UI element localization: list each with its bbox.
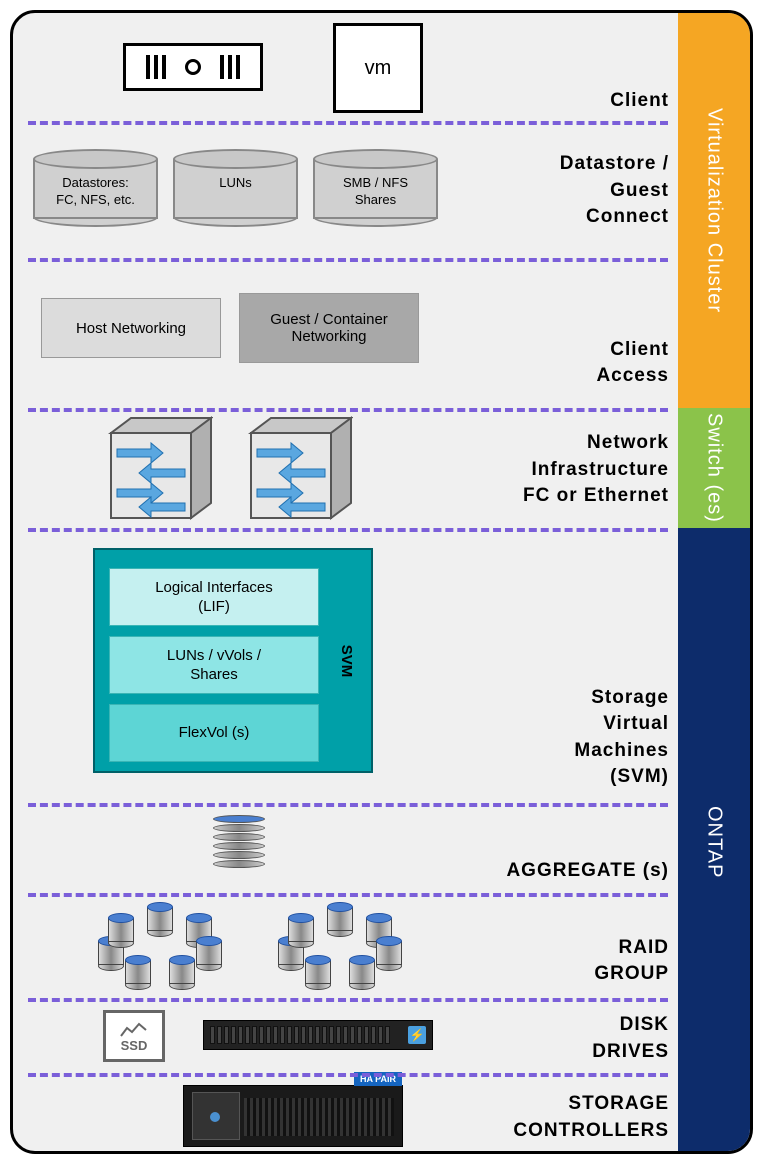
sidebar: Virtualization Cluster Switch (es) ONTAP [678, 13, 750, 1151]
ssd-icon: SSD [103, 1010, 165, 1062]
disk-icon [305, 955, 331, 987]
layer-network: Network Infrastructure FC or Ethernet [13, 408, 681, 528]
cylinder-row: Datastores:FC, NFS, etc. LUNs SMB / NFSSha… [33, 149, 438, 219]
sidebar-band: ONTAP [678, 528, 750, 1154]
svm-row: FlexVol (s) [109, 704, 319, 762]
access-boxes: Host Networking Guest / ContainerNetworki… [41, 293, 419, 363]
storage-cylinder-icon: LUNs [173, 149, 298, 219]
disk-icon [169, 955, 195, 987]
switch-icon [93, 413, 213, 523]
svm-side-label: SVM [338, 644, 355, 677]
controllers-label: STORAGE CONTROLLERS [513, 1091, 669, 1144]
content-column: vm Client Datastores:FC, NFS, etc. LUNs SM… [13, 13, 681, 1151]
layer-datastore: Datastores:FC, NFS, etc. LUNs SMB / NFSSha… [13, 121, 681, 258]
storage-cylinder-icon: Datastores:FC, NFS, etc. [33, 149, 158, 219]
aggregate-label: AGGREGATE (s) [506, 858, 669, 885]
layer-raid: RAID GROUP [13, 893, 681, 998]
raid-label: RAID GROUP [594, 935, 669, 988]
layer-aggregate: AGGREGATE (s) [13, 803, 681, 893]
raid-group-icon [268, 901, 413, 991]
layer-divider [28, 893, 668, 897]
raid-group-icon [88, 901, 233, 991]
layer-svm: SVM Logical Interfaces(LIF) LUNs / vVols … [13, 528, 681, 803]
layer-client: vm Client [13, 13, 681, 121]
disk-icon [327, 902, 353, 934]
switch-icon [233, 413, 353, 523]
layer-drives: SSD ⚡ DISK DRIVES [13, 998, 681, 1073]
layer-divider [28, 258, 668, 262]
drives-label: DISK DRIVES [592, 1012, 669, 1065]
networking-box: Guest / ContainerNetworking [239, 293, 419, 363]
client-label: Client [610, 88, 669, 115]
cylinder-label: SMB / NFSShares [313, 175, 438, 209]
access-label: Client Access [596, 337, 669, 390]
network-label: Network Infrastructure FC or Ethernet [523, 430, 669, 510]
vm-icon: vm [333, 23, 423, 113]
disk-icon [288, 913, 314, 945]
svm-row: LUNs / vVols /Shares [109, 636, 319, 694]
server-icon [123, 43, 263, 91]
layer-divider [28, 1073, 668, 1077]
sidebar-band: Switch (es) [678, 408, 750, 528]
svm-container: SVM Logical Interfaces(LIF) LUNs / vVols … [93, 548, 373, 773]
disk-icon [147, 902, 173, 934]
controller-icon: HA PAIR [183, 1085, 403, 1147]
cylinder-label: LUNs [173, 175, 298, 192]
sidebar-band-label: Virtualization Cluster [703, 108, 726, 313]
svm-row: Logical Interfaces(LIF) [109, 568, 319, 626]
layer-divider [28, 528, 668, 532]
sidebar-band: Virtualization Cluster [678, 13, 750, 408]
ssd-label: SSD [121, 1038, 148, 1053]
layer-divider [28, 998, 668, 1002]
disk-icon [349, 955, 375, 987]
sidebar-band-label: ONTAP [703, 806, 726, 878]
layer-divider [28, 408, 668, 412]
aggregate-disk-icon [213, 815, 265, 871]
svm-label: Storage Virtual Machines (SVM) [574, 685, 669, 791]
disk-icon [108, 913, 134, 945]
layer-controllers: HA PAIR STORAGE CONTROLLERS [13, 1073, 681, 1154]
layer-divider [28, 803, 668, 807]
disk-shelf-icon: ⚡ [203, 1020, 433, 1050]
diagram-frame: vm Client Datastores:FC, NFS, etc. LUNs SM… [10, 10, 753, 1154]
layer-divider [28, 121, 668, 125]
switch-row [93, 413, 353, 523]
cylinder-label: Datastores:FC, NFS, etc. [33, 175, 158, 209]
disk-icon [376, 936, 402, 968]
disk-icon [196, 936, 222, 968]
storage-cylinder-icon: SMB / NFSShares [313, 149, 438, 219]
networking-box: Host Networking [41, 298, 221, 358]
disk-icon [125, 955, 151, 987]
datastore-label: Datastore / Guest Connect [560, 151, 669, 231]
layer-access: Host Networking Guest / ContainerNetworki… [13, 258, 681, 408]
sidebar-band-label: Switch (es) [703, 413, 726, 523]
vm-label: vm [365, 57, 392, 80]
